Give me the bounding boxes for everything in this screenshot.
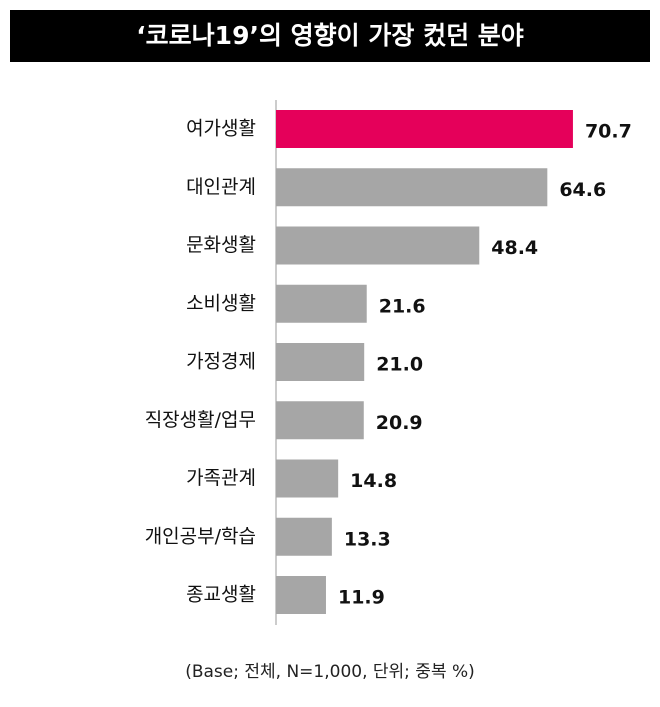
category-label: 소비생활 xyxy=(186,292,256,314)
value-label: 21.0 xyxy=(376,354,423,376)
bar xyxy=(276,517,332,556)
title-bar xyxy=(10,10,650,62)
value-label: 13.3 xyxy=(344,528,391,550)
category-label: 여가생활 xyxy=(186,118,256,140)
bar xyxy=(276,284,367,323)
category-label: 종교생활 xyxy=(186,584,256,606)
bar xyxy=(276,343,365,381)
category-label: 개인공부/학습 xyxy=(145,525,256,547)
bar xyxy=(276,401,364,440)
value-label: 70.7 xyxy=(585,121,632,143)
bar xyxy=(276,168,548,207)
value-label: 20.9 xyxy=(376,412,423,434)
category-label: 직장생활/업무 xyxy=(145,409,256,431)
footnote: (Base; 전체, N=1,000, 단위; 중복 %) xyxy=(185,662,475,682)
value-label: 21.6 xyxy=(379,295,426,317)
value-label: 64.6 xyxy=(559,179,606,201)
bar xyxy=(276,459,339,498)
bar xyxy=(276,576,326,614)
category-label: 가정경제 xyxy=(186,351,256,373)
category-label: 대인관계 xyxy=(186,176,256,198)
chart-title: ‘코로나19’의 영향이 가장 컸던 분야 xyxy=(136,21,524,50)
bar xyxy=(276,110,573,148)
value-label: 48.4 xyxy=(491,237,538,259)
value-label: 11.9 xyxy=(338,587,385,609)
category-label: 가족관계 xyxy=(186,467,256,489)
bar xyxy=(276,226,480,265)
category-label: 문화생활 xyxy=(186,234,256,256)
value-label: 14.8 xyxy=(350,470,397,492)
